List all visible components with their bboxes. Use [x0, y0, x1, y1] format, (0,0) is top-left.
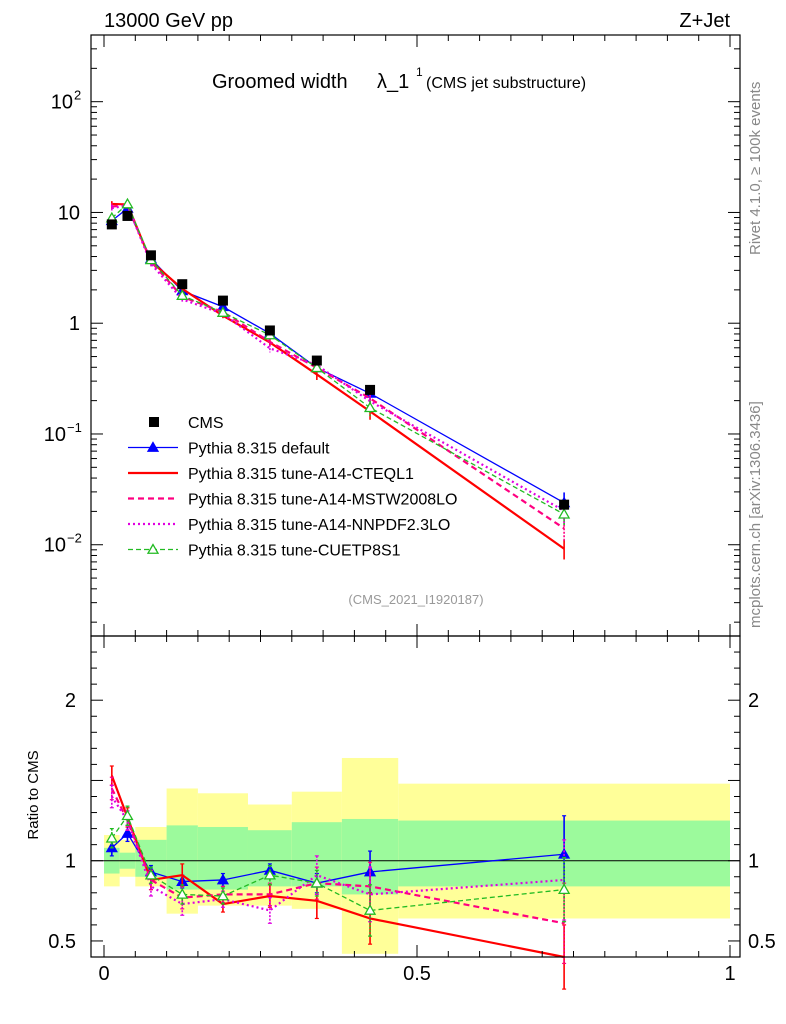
ratio-series — [105, 765, 571, 990]
legend: CMS Pythia 8.315 default Pythia 8.315 tune… — [128, 415, 457, 560]
cms-data-point — [177, 279, 188, 290]
series-4-main-point — [121, 197, 134, 209]
series-4-ratio-point — [176, 888, 189, 899]
ratio-y-tick-label-right: 2 — [748, 690, 759, 712]
rivet-label: Rivet 4.1.0, ≥ 100k events — [747, 82, 764, 255]
ratio-y-tick-label: 0.5 — [48, 931, 76, 953]
x-tick-label: 1 — [724, 963, 735, 985]
series-4-main-point — [310, 361, 323, 373]
cms-data-point — [559, 499, 570, 510]
legend-label-2: Pythia 8.315 tune-A14-CTEQL1 — [188, 466, 414, 483]
title-main: Groomed width — [212, 71, 348, 93]
series-4-ratio-point — [216, 889, 230, 901]
main-y-tick-label: 10 — [51, 92, 73, 114]
ratio-uncertainty-bands — [91, 757, 740, 954]
cms-data-point — [122, 210, 133, 221]
ratio-y-tick-label: 2 — [65, 690, 76, 712]
x-tick-label: 0 — [98, 963, 109, 985]
plot-title: Groomed width λ_1 1 (CMS jet substructur… — [212, 65, 586, 93]
cms-data-point — [264, 325, 275, 336]
title-lambda: λ_1 — [377, 71, 409, 93]
analysis-watermark: (CMS_2021_I1920187) — [348, 592, 483, 607]
title-subtitle: (CMS jet substructure) — [426, 75, 586, 92]
series-4-main-point — [176, 289, 189, 300]
series-0-ratio-point — [121, 827, 134, 838]
legend-label-3: Pythia 8.315 tune-A14-MSTW2008LO — [188, 492, 457, 509]
main-y-tick-label: 10 — [44, 424, 66, 446]
main-y-tick-label: 10 — [58, 202, 80, 224]
series-4-ratio-point — [557, 883, 571, 894]
cms-data-point — [145, 250, 156, 261]
series-4-ratio-point — [310, 876, 323, 888]
main-y-tick-exponent: 2 — [74, 88, 81, 103]
series-4-ratio-point — [363, 904, 377, 915]
title-superscript: 1 — [416, 65, 423, 79]
legend-label-4: Pythia 8.315 tune-A14-NNPDF2.3LO — [188, 517, 450, 534]
main-y-tick-exponent: −1 — [67, 420, 82, 435]
series-3-main-line — [111, 203, 565, 512]
ratio-axis-label: Ratio to CMS — [25, 750, 42, 839]
series-0-main-line — [111, 207, 565, 504]
legend-label-5: Pythia 8.315 tune-CUETP8S1 — [188, 543, 401, 560]
ratio-y-tick-label-right: 1 — [748, 851, 759, 873]
x-tick-label: 0.5 — [403, 963, 431, 985]
series-4-main-point — [557, 507, 571, 519]
series-4-main-point — [216, 306, 230, 317]
main-y-tick-label: 10 — [44, 535, 66, 557]
series-4-ratio-point — [144, 868, 158, 880]
mcplots-label: mcplots.cern.ch [arXiv:1306.3436] — [747, 401, 764, 628]
main-y-tick-exponent: −2 — [67, 531, 82, 546]
cms-data-point — [217, 295, 228, 306]
energy-label: 13000 GeV pp — [104, 10, 233, 32]
legend-label-1: Pythia 8.315 default — [188, 441, 330, 458]
series-4-ratio-point — [105, 831, 118, 843]
cms-data-point — [365, 384, 376, 395]
series-4-ratio-point — [121, 809, 134, 821]
main-y-tick-label: 1 — [69, 313, 80, 335]
legend-marker-1 — [146, 441, 160, 452]
series-4-main-point — [363, 401, 377, 413]
legend-marker-cms — [149, 417, 159, 427]
ratio-y-tick-label: 1 — [65, 851, 76, 873]
legend-marker-5 — [146, 543, 160, 554]
legend-label-0: CMS — [188, 415, 224, 432]
process-label: Z+Jet — [679, 10, 730, 32]
series-4-ratio-point — [263, 868, 277, 880]
main-series — [105, 197, 571, 560]
series-4-main-line — [111, 202, 565, 515]
ratio-y-tick-label-right: 0.5 — [748, 931, 776, 953]
cms-data-point — [106, 219, 117, 230]
cms-data-point — [311, 355, 322, 366]
series-0-ratio-point — [216, 873, 230, 885]
